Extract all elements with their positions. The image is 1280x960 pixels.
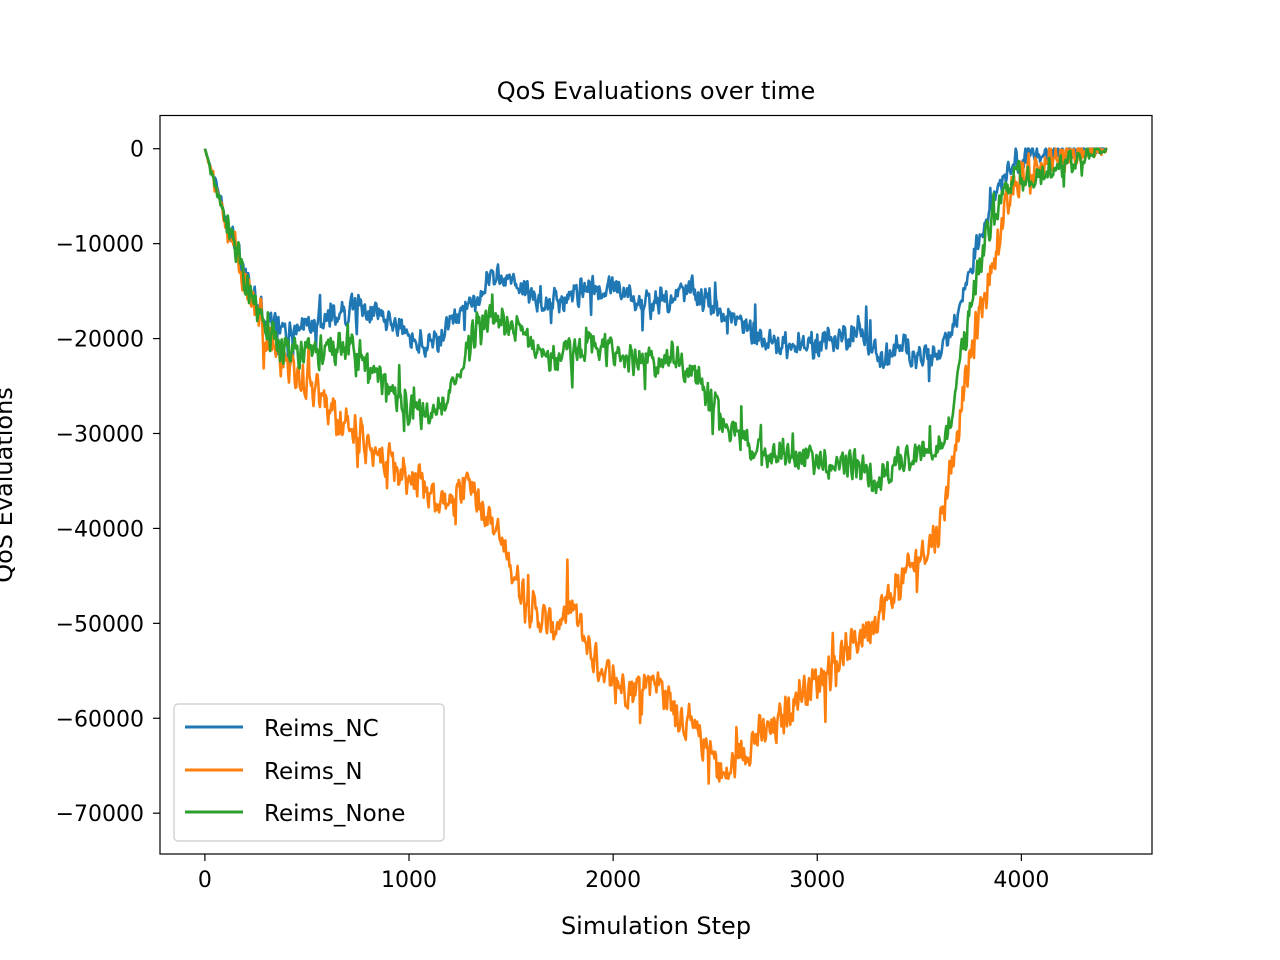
- series-line-reims-nc: [203, 147, 1108, 383]
- series-line-reims-none: [203, 147, 1108, 495]
- x-axis-label: Simulation Step: [561, 912, 751, 940]
- x-tick-label: 4000: [993, 868, 1049, 893]
- y-tick-label: −60000: [56, 707, 144, 732]
- y-tick-label: −20000: [56, 328, 144, 353]
- legend: Reims_NC Reims_N Reims_None: [173, 703, 445, 842]
- x-axis-ticks: 0 1000 2000 3000 4000: [198, 854, 1049, 893]
- y-tick-label: −50000: [56, 612, 144, 637]
- x-tick-label: 3000: [789, 868, 845, 893]
- x-tick-label: 2000: [585, 868, 641, 893]
- legend-box: [173, 703, 445, 842]
- series-layer: [203, 147, 1108, 785]
- legend-label-reims-nc: Reims_NC: [264, 716, 379, 742]
- y-axis-ticks: 0 −10000 −20000 −30000 −40000 −50000 −60000 −70…: [56, 138, 160, 827]
- plot-frame: [159, 114, 1153, 855]
- x-tick-label: 1000: [381, 868, 437, 893]
- y-tick-label: −30000: [56, 422, 144, 447]
- series-line-reims-n: [203, 147, 1108, 785]
- y-tick-label: −40000: [56, 517, 144, 542]
- legend-label-reims-none: Reims_None: [264, 801, 405, 827]
- legend-label-reims-n: Reims_N: [264, 759, 363, 785]
- y-tick-label: 0: [130, 138, 144, 163]
- x-tick-label: 0: [198, 868, 212, 893]
- chart-title: QoS Evaluations over time: [497, 77, 816, 105]
- y-axis-label: QoS Evaluations: [0, 387, 18, 583]
- y-tick-label: −70000: [56, 802, 144, 827]
- y-tick-label: −10000: [56, 233, 144, 258]
